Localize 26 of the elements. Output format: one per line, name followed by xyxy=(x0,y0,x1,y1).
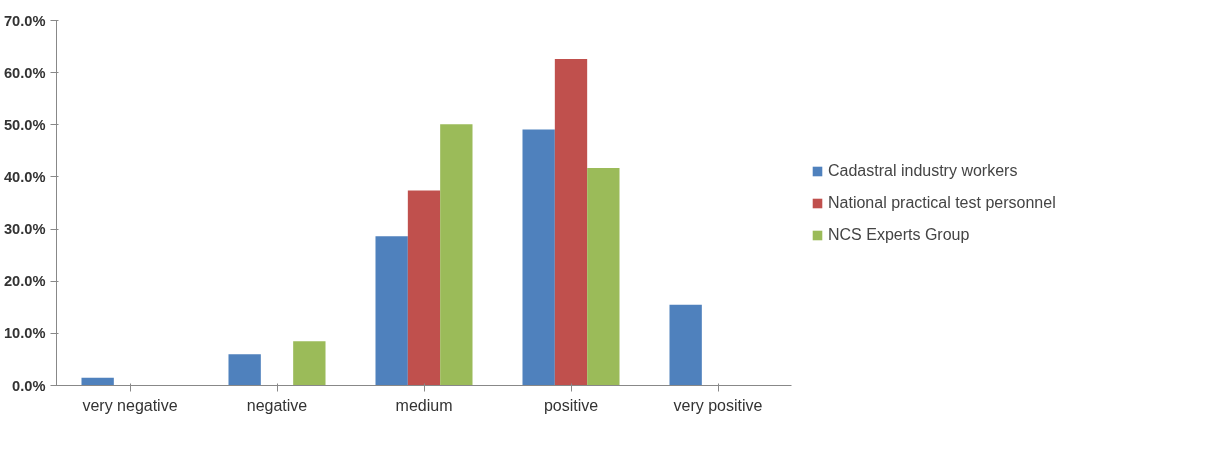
y-tick-label: 20.0% xyxy=(3,273,46,290)
bar xyxy=(554,59,588,386)
y-tick-label: 10.0% xyxy=(3,325,46,342)
y-tick-label: 40.0% xyxy=(3,168,46,185)
legend-label: National practical test personnel xyxy=(828,193,1056,212)
bar xyxy=(293,341,326,386)
bar xyxy=(669,304,702,386)
bar xyxy=(407,190,441,386)
bar xyxy=(375,236,408,386)
bar xyxy=(440,124,473,386)
x-tick-label: positive xyxy=(543,396,599,414)
bar xyxy=(587,168,620,386)
legend-label: Cadastral industry workers xyxy=(828,161,1018,180)
x-tick-label: very positive xyxy=(673,396,763,414)
x-tick-label: very negative xyxy=(82,396,178,414)
x-tick-label: medium xyxy=(395,396,453,414)
y-tick-label: 0.0% xyxy=(12,377,46,394)
legend-label: NCS Experts Group xyxy=(828,225,970,244)
y-tick-label: 30.0% xyxy=(3,221,46,238)
y-tick-label: 60.0% xyxy=(3,64,46,81)
y-tick-label: 70.0% xyxy=(3,12,46,29)
bar xyxy=(522,129,555,386)
bar xyxy=(228,354,261,386)
x-tick-label: negative xyxy=(246,396,308,414)
bar xyxy=(81,377,114,386)
y-tick-label: 50.0% xyxy=(3,116,46,133)
